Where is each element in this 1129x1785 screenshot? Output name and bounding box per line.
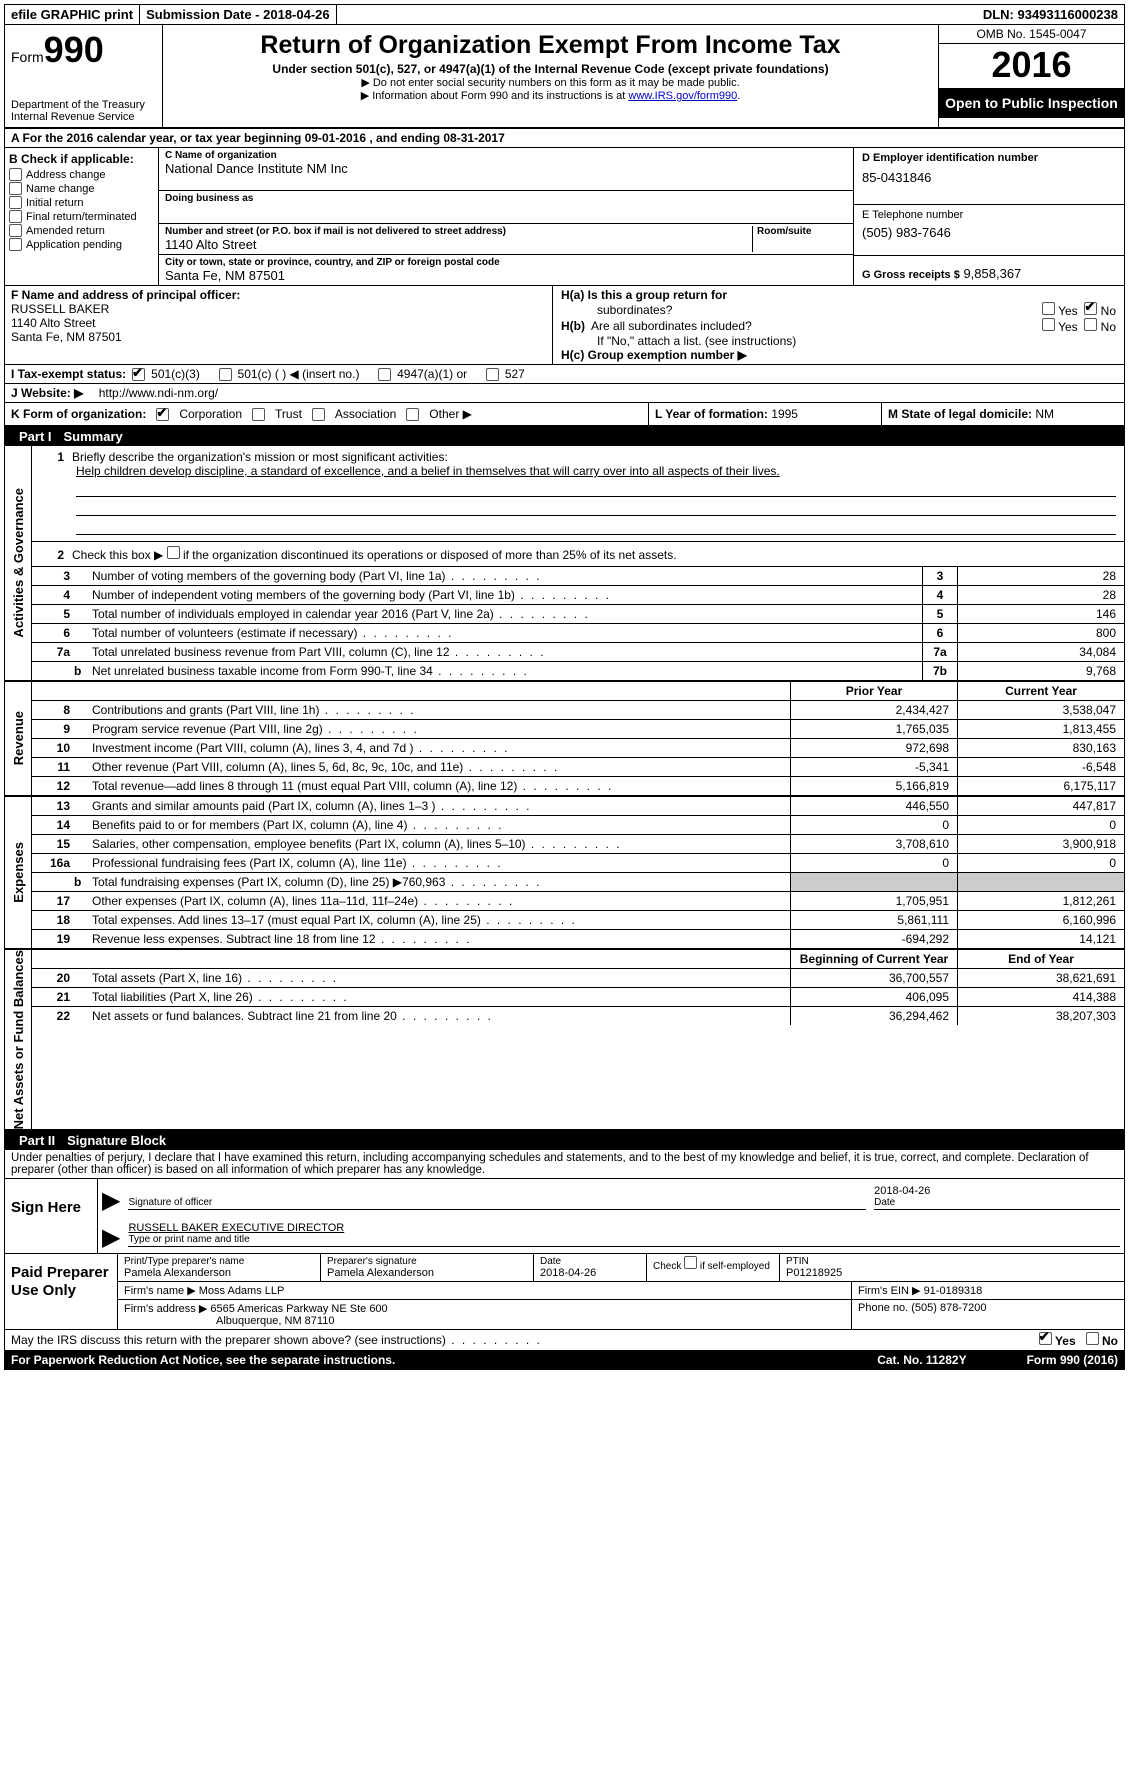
- gov-row-3: 3Number of voting members of the governi…: [32, 567, 1124, 586]
- website: http://www.ndi-nm.org/: [99, 386, 218, 400]
- irs-link[interactable]: www.IRS.gov/form990: [628, 90, 737, 102]
- chk-527[interactable]: [486, 368, 499, 381]
- row-10: 10Investment income (Part VIII, column (…: [32, 739, 1124, 758]
- sign-arrow-icon: ▶: [102, 1191, 120, 1210]
- chk-final-return[interactable]: Final return/terminated: [9, 210, 154, 223]
- q1-mission: 1Briefly describe the organization's mis…: [32, 446, 1124, 542]
- ein: 85-0431846: [862, 170, 1116, 185]
- org-info-block: B Check if applicable: Address change Na…: [5, 148, 1124, 286]
- gross-receipts: 9,858,367: [963, 266, 1021, 281]
- org-street: 1140 Alto Street: [165, 237, 748, 252]
- chk-discuss-no[interactable]: [1086, 1332, 1099, 1345]
- chk-self-employed[interactable]: [684, 1256, 697, 1269]
- section-b: B Check if applicable: Address change Na…: [5, 148, 159, 285]
- form-title-block: Return of Organization Exempt From Incom…: [163, 25, 939, 127]
- part1-governance: Activities & Governance 1Briefly describ…: [5, 446, 1124, 682]
- part1-netassets: Net Assets or Fund Balances Beginning of…: [5, 950, 1124, 1131]
- section-a: A For the 2016 calendar year, or tax yea…: [5, 129, 1124, 148]
- chk-4947[interactable]: [378, 368, 391, 381]
- sign-here-block: Sign Here ▶ Signature of officer 2018-04…: [5, 1179, 1124, 1254]
- top-bar: efile GRAPHIC print Submission Date - 20…: [5, 5, 1124, 25]
- section-d-e-g: D Employer identification number 85-0431…: [854, 148, 1124, 285]
- form-number-block: Form990 Department of the Treasury Inter…: [5, 25, 163, 127]
- chk-initial-return[interactable]: Initial return: [9, 196, 154, 209]
- row-16a: 16aProfessional fundraising fees (Part I…: [32, 854, 1124, 873]
- chk-discontinued[interactable]: [167, 546, 180, 559]
- q2: 2Check this box ▶ if the organization di…: [32, 542, 1124, 567]
- chk-other[interactable]: [406, 408, 419, 421]
- chk-ha-yes[interactable]: [1042, 302, 1055, 315]
- chk-corp[interactable]: [156, 408, 169, 421]
- gov-row-6: 6Total number of volunteers (estimate if…: [32, 624, 1124, 643]
- telephone: (505) 983-7646: [862, 225, 1116, 240]
- row-22: 22Net assets or fund balances. Subtract …: [32, 1007, 1124, 1025]
- page-footer: For Paperwork Reduction Act Notice, see …: [5, 1351, 1124, 1369]
- sign-arrow-icon: ▶: [102, 1228, 120, 1247]
- gov-row-4: 4Number of independent voting members of…: [32, 586, 1124, 605]
- chk-assoc[interactable]: [312, 408, 325, 421]
- chk-501c[interactable]: [219, 368, 232, 381]
- row-21: 21Total liabilities (Part X, line 26)406…: [32, 988, 1124, 1007]
- chk-hb-yes[interactable]: [1042, 318, 1055, 331]
- chk-trust[interactable]: [252, 408, 265, 421]
- row-8: 8Contributions and grants (Part VIII, li…: [32, 701, 1124, 720]
- paid-preparer-block: Paid Preparer Use Only Print/Type prepar…: [5, 1254, 1124, 1330]
- form-990-page: efile GRAPHIC print Submission Date - 20…: [4, 4, 1125, 1370]
- form-header: Form990 Department of the Treasury Inter…: [5, 25, 1124, 129]
- chk-501c3[interactable]: [132, 368, 145, 381]
- part1-expenses: Expenses 13Grants and similar amounts pa…: [5, 797, 1124, 950]
- section-c: C Name of organization National Dance In…: [159, 148, 854, 285]
- row-15: 15Salaries, other compensation, employee…: [32, 835, 1124, 854]
- perjury-statement: Under penalties of perjury, I declare th…: [5, 1150, 1124, 1179]
- gov-row-7a: 7aTotal unrelated business revenue from …: [32, 643, 1124, 662]
- chk-hb-no[interactable]: [1084, 318, 1097, 331]
- part2-header: Part IISignature Block: [5, 1131, 1124, 1150]
- row-9: 9Program service revenue (Part VIII, lin…: [32, 720, 1124, 739]
- section-j: J Website: ▶ http://www.ndi-nm.org/: [5, 384, 1124, 403]
- row-18: 18Total expenses. Add lines 13–17 (must …: [32, 911, 1124, 930]
- chk-amended[interactable]: Amended return: [9, 224, 154, 237]
- row-11: 11Other revenue (Part VIII, column (A), …: [32, 758, 1124, 777]
- efile-label: efile GRAPHIC print: [5, 5, 140, 24]
- chk-ha-no[interactable]: [1084, 302, 1097, 315]
- section-klm: K Form of organization: Corporation Trus…: [5, 403, 1124, 427]
- row-17: 17Other expenses (Part IX, column (A), l…: [32, 892, 1124, 911]
- chk-app-pending[interactable]: Application pending: [9, 238, 154, 251]
- chk-name-change[interactable]: Name change: [9, 182, 154, 195]
- row-b: bTotal fundraising expenses (Part IX, co…: [32, 873, 1124, 892]
- row-14: 14Benefits paid to or for members (Part …: [32, 816, 1124, 835]
- row-13: 13Grants and similar amounts paid (Part …: [32, 797, 1124, 816]
- org-name: National Dance Institute NM Inc: [165, 161, 847, 176]
- row-19: 19Revenue less expenses. Subtract line 1…: [32, 930, 1124, 948]
- gov-row-5: 5Total number of individuals employed in…: [32, 605, 1124, 624]
- part1-header: Part ISummary: [5, 427, 1124, 446]
- section-f-h: F Name and address of principal officer:…: [5, 286, 1124, 365]
- dln: DLN: 93493116000238: [977, 5, 1124, 24]
- irs-discuss-row: May the IRS discuss this return with the…: [5, 1330, 1124, 1351]
- gov-row-7b: bNet unrelated business taxable income f…: [32, 662, 1124, 680]
- section-i: I Tax-exempt status: 501(c)(3) 501(c) ( …: [5, 365, 1124, 384]
- row-20: 20Total assets (Part X, line 16)36,700,5…: [32, 969, 1124, 988]
- row-12: 12Total revenue—add lines 8 through 11 (…: [32, 777, 1124, 795]
- year-block: OMB No. 1545-0047 2016 Open to Public In…: [939, 25, 1124, 127]
- chk-discuss-yes[interactable]: [1039, 1332, 1052, 1345]
- org-city: Santa Fe, NM 87501: [165, 268, 847, 283]
- submission-date: Submission Date - 2018-04-26: [140, 5, 337, 24]
- chk-address-change[interactable]: Address change: [9, 168, 154, 181]
- part1-revenue: Revenue Prior Year Current Year 8Contrib…: [5, 682, 1124, 797]
- form-title: Return of Organization Exempt From Incom…: [171, 31, 930, 60]
